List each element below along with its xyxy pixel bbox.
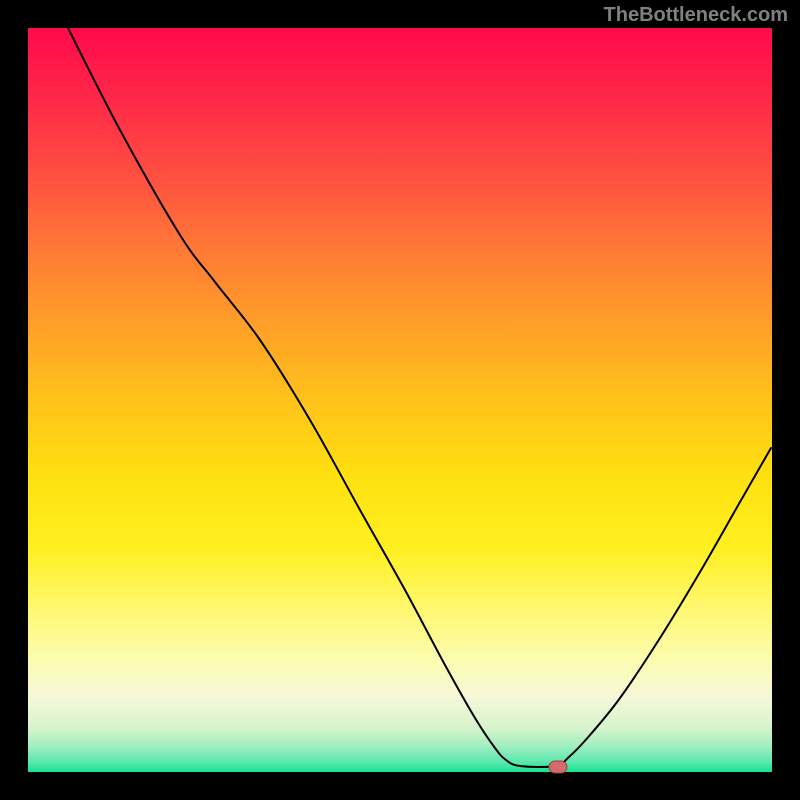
gradient-background <box>28 28 772 772</box>
bottleneck-chart <box>0 0 800 800</box>
watermark-text: TheBottleneck.com <box>604 4 788 27</box>
optimal-marker <box>549 761 567 773</box>
